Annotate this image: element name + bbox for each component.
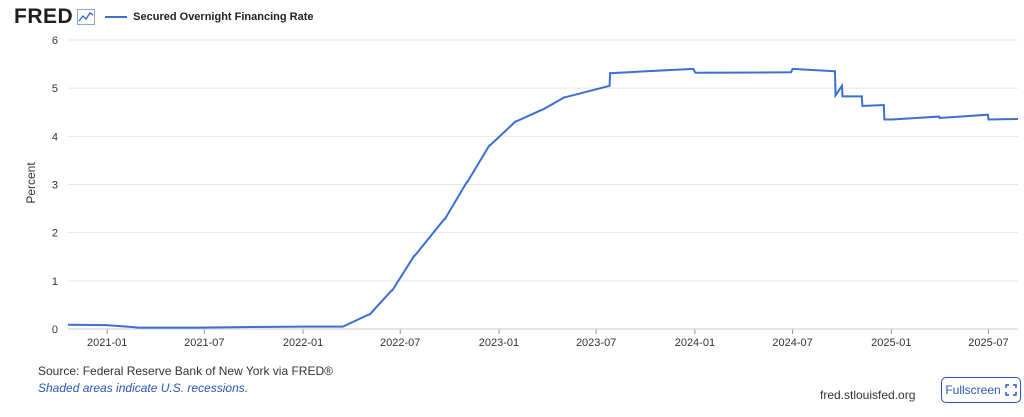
gridlines xyxy=(68,39,1018,330)
legend-swatch xyxy=(105,16,128,18)
y-tick-label: 5 xyxy=(52,83,58,95)
chart-legend: Secured Overnight Financing Rate xyxy=(105,11,314,23)
expand-corners-icon xyxy=(1004,384,1017,396)
y-tick-label: 6 xyxy=(52,35,58,47)
y-tick-label: 1 xyxy=(52,276,58,288)
x-tick-label: 2025-07 xyxy=(968,337,1008,349)
recession-note: Shaded areas indicate U.S. recessions. xyxy=(38,381,249,395)
series-lines xyxy=(67,67,1019,329)
x-tick-label: 2022-01 xyxy=(283,337,323,349)
y-axis-label: Percent xyxy=(24,162,38,204)
series-line xyxy=(67,67,1019,329)
y-axis-ticks: 0 1 2 3 4 5 6 xyxy=(52,35,58,336)
line-graph-icon xyxy=(77,9,96,25)
y-tick-label: 0 xyxy=(52,324,58,336)
x-tick-label: 2025-01 xyxy=(871,337,911,349)
x-axis-ticks: 2021-01 2021-07 2022-01 2022-07 2023-01 2023-… xyxy=(68,328,1018,349)
x-tick-label: 2024-07 xyxy=(772,337,812,349)
x-tick-label: 2024-01 xyxy=(675,337,715,349)
fullscreen-label: Fullscreen xyxy=(945,383,1001,397)
x-tick-label: 2023-01 xyxy=(479,337,519,349)
source-text: Source: Federal Reserve Bank of New York… xyxy=(38,364,333,378)
x-tick-label: 2021-01 xyxy=(87,337,127,349)
x-tick-label: 2023-07 xyxy=(576,337,616,349)
chart-header: FRED Secured Overnight Financing Rate xyxy=(14,5,314,29)
y-tick-label: 4 xyxy=(52,131,58,143)
x-tick-label: 2022-07 xyxy=(380,337,420,349)
y-tick-label: 3 xyxy=(52,180,58,192)
fred-url-link[interactable]: fred.stlouisfed.org xyxy=(820,388,916,402)
x-tick-label: 2021-07 xyxy=(184,337,224,349)
fullscreen-button[interactable]: Fullscreen xyxy=(941,377,1021,403)
line-chart: 0 1 2 3 4 5 6 2021-01 2021-07 2022-01 2022-07 2023… xyxy=(24,35,1019,349)
y-tick-label: 2 xyxy=(52,228,58,240)
fred-logo[interactable]: FRED xyxy=(14,5,74,28)
legend-series-label: Secured Overnight Financing Rate xyxy=(133,11,314,23)
